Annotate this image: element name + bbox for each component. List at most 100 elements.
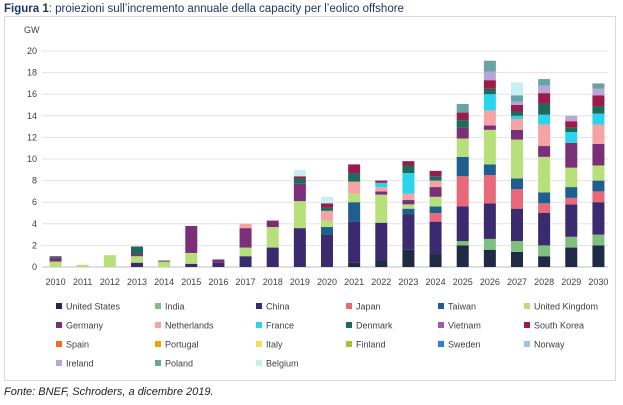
- bar-segment: [483, 249, 496, 267]
- bar-segment: [402, 204, 415, 209]
- legend-label: Japan: [356, 302, 381, 312]
- y-tick-label: 0: [32, 262, 37, 272]
- bar-segment: [429, 176, 442, 181]
- x-tick-label: 2019: [290, 277, 310, 287]
- bar-segment: [321, 234, 333, 267]
- bar-segment: [483, 80, 496, 89]
- bar-segment: [429, 196, 442, 207]
- bar-segment: [293, 228, 306, 267]
- bar-segment: [538, 245, 551, 257]
- bar-segment: [348, 262, 361, 267]
- bar-segment: [212, 262, 225, 267]
- bar-segment: [402, 173, 415, 194]
- bar-segment: [538, 156, 551, 193]
- bar-segment: [239, 256, 252, 267]
- bar-segment: [565, 142, 578, 168]
- bar-segment: [483, 71, 496, 81]
- legend-label: Taiwan: [448, 302, 476, 312]
- bar-segment: [131, 254, 143, 257]
- bar-segment: [483, 175, 496, 204]
- bar-segment: [538, 103, 551, 115]
- legend-label: Germany: [66, 321, 104, 331]
- bar-segment: [511, 119, 523, 130]
- legend-label: France: [266, 321, 294, 331]
- x-tick-label: 2020: [317, 277, 337, 287]
- bar-segment: [402, 214, 415, 250]
- bar-segment: [538, 114, 551, 125]
- bar-segment: [538, 192, 551, 204]
- bar-segment: [348, 181, 361, 194]
- bar-segment: [511, 111, 523, 116]
- bar-segment: [49, 261, 62, 267]
- bar-segment: [456, 103, 469, 113]
- x-tick-label: 2014: [154, 277, 174, 287]
- bar-segment: [483, 164, 496, 176]
- bar-segment: [483, 94, 496, 111]
- bar-segment: [592, 234, 605, 246]
- bar-segment: [456, 245, 469, 267]
- legend-label: Sweden: [448, 340, 481, 350]
- bar-segment: [429, 170, 442, 177]
- bar-segment: [511, 208, 523, 242]
- bar-segment: [293, 183, 306, 202]
- legend-swatch: [438, 303, 444, 309]
- x-tick-label: 2015: [181, 277, 201, 287]
- bar-segment: [266, 220, 279, 228]
- bar-segment: [592, 245, 605, 267]
- bar-segment: [456, 241, 469, 246]
- bar-segment: [592, 88, 605, 96]
- bar-segment: [103, 255, 116, 267]
- bar-segment: [565, 187, 578, 198]
- bar-segment: [592, 106, 605, 114]
- bar-segment: [456, 112, 469, 121]
- bar-segment: [185, 225, 198, 253]
- bar-segment: [76, 264, 89, 267]
- legend-label: Finland: [356, 340, 386, 350]
- bar-segment: [538, 146, 551, 157]
- bar-segment: [511, 178, 523, 190]
- bar-segment: [131, 246, 143, 255]
- bar-segment: [592, 165, 605, 181]
- x-tick-label: 2013: [127, 277, 147, 287]
- x-tick-label: 2027: [507, 277, 527, 287]
- legend-swatch: [256, 360, 262, 366]
- x-tick-label: 2024: [426, 277, 446, 287]
- bar-segment: [429, 221, 442, 255]
- bar-segment: [429, 180, 442, 188]
- bar-segment: [375, 194, 388, 223]
- legend-swatch: [56, 360, 62, 366]
- legend-label: Poland: [165, 359, 193, 369]
- bar-segment: [158, 261, 171, 267]
- bar-segment: [456, 156, 469, 177]
- legend-label: Belgium: [266, 359, 299, 369]
- y-tick-label: 14: [27, 111, 37, 121]
- bar-segment: [429, 206, 442, 213]
- y-unit-label: GW: [24, 25, 40, 35]
- bar-segment: [348, 193, 361, 203]
- bar-segment: [293, 169, 306, 177]
- x-tick-label: 2026: [480, 277, 500, 287]
- x-tick-label: 2022: [371, 277, 391, 287]
- bar-segment: [592, 180, 605, 192]
- bar-segment: [402, 165, 415, 174]
- figure-title: : proiezioni sull’incremento annuale del…: [48, 3, 404, 15]
- bar-segment: [375, 260, 388, 267]
- x-tick-label: 2017: [236, 277, 256, 287]
- bar-segment: [402, 200, 415, 205]
- bar-segment: [456, 206, 469, 242]
- bar-segment: [511, 105, 523, 112]
- bar-segment: [348, 164, 361, 174]
- legend-label: India: [165, 302, 185, 312]
- bar-segment: [592, 191, 605, 203]
- bar-segment: [565, 121, 578, 128]
- x-tick-label: 2016: [208, 277, 228, 287]
- y-tick-label: 18: [27, 68, 37, 78]
- x-tick-label: 2030: [588, 277, 608, 287]
- bar-segment: [348, 173, 361, 182]
- bar-segment: [212, 259, 225, 263]
- legend-swatch: [346, 341, 352, 347]
- bar-segment: [483, 203, 496, 239]
- legend-label: China: [266, 302, 290, 312]
- bar-segment: [483, 60, 496, 72]
